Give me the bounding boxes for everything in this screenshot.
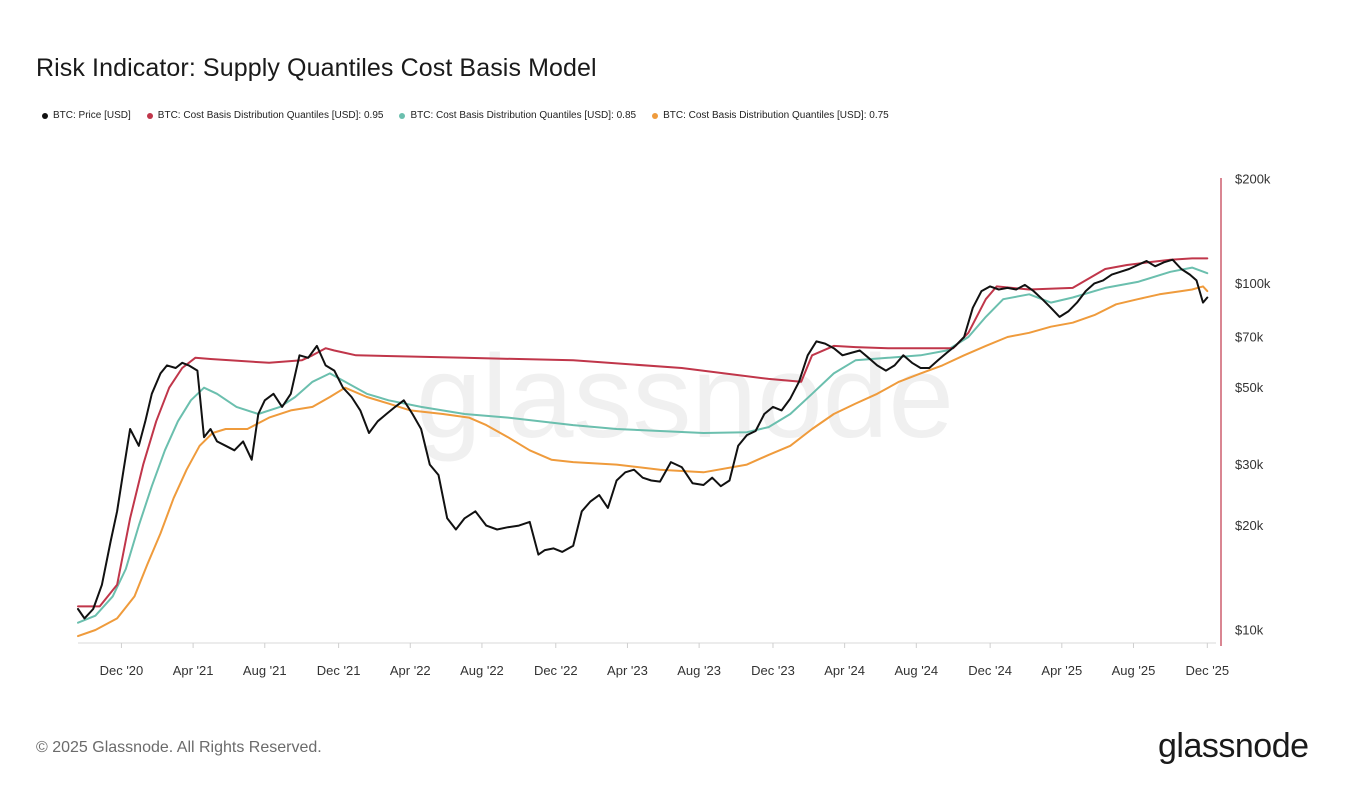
x-tick-label: Apr '23 xyxy=(607,663,648,678)
legend-item-price[interactable]: BTC: Price [USD] xyxy=(42,110,131,121)
series-line-price[interactable] xyxy=(77,258,1209,620)
glassnode-logo: glassnode xyxy=(1158,727,1309,765)
legend-item-q85[interactable]: BTC: Cost Basis Distribution Quantiles [… xyxy=(399,110,636,121)
legend-dot-q95 xyxy=(146,112,153,119)
x-tick-label: Aug '22 xyxy=(460,663,504,678)
legend-dot-price xyxy=(42,112,48,119)
series-line-q95[interactable] xyxy=(77,257,1209,608)
x-tick-label: Dec '20 xyxy=(100,663,144,678)
x-tick-label: Aug '23 xyxy=(677,663,721,678)
legend-label-q75: BTC: Cost Basis Distribution Quantiles [… xyxy=(663,110,889,121)
watermark: glassnode xyxy=(416,331,954,463)
y-tick-label: $30k xyxy=(1235,457,1264,472)
x-tick-label: Apr '22 xyxy=(390,663,431,678)
x-tick-label: Dec '23 xyxy=(751,663,795,678)
legend: BTC: Price [USD] BTC: Cost Basis Distrib… xyxy=(42,110,889,121)
x-tick-label: Apr '21 xyxy=(173,663,214,678)
x-tick-label: Dec '25 xyxy=(1185,663,1229,678)
y-tick-label: $200k xyxy=(1235,172,1271,187)
x-tick-label: Aug '25 xyxy=(1112,663,1156,678)
y-tick-label: $100k xyxy=(1235,276,1271,291)
series-lines xyxy=(77,257,1209,638)
x-tick-label: Dec '22 xyxy=(534,663,578,678)
chart-canvas[interactable]: glassnode Dec '20 Apr '21 Aug '21 Dec '21 Ap… xyxy=(0,0,1358,700)
legend-label-q95: BTC: Cost Basis Distribution Quantiles [… xyxy=(157,110,384,121)
legend-dot-q85 xyxy=(399,112,406,119)
x-tick-label: Apr '24 xyxy=(824,663,865,678)
legend-label-q85: BTC: Cost Basis Distribution Quantiles [… xyxy=(410,110,637,121)
series-line-q85[interactable] xyxy=(77,266,1209,624)
copyright: © 2025 Glassnode. All Rights Reserved. xyxy=(36,739,322,756)
x-axis: Dec '20 Apr '21 Aug '21 Dec '21 Apr '22 Aug '… xyxy=(78,642,1229,678)
legend-item-q95[interactable]: BTC: Cost Basis Distribution Quantiles [… xyxy=(146,110,384,121)
legend-label-price: BTC: Price [USD] xyxy=(53,110,131,121)
series-line-q75[interactable] xyxy=(77,285,1209,638)
y-tick-label: $70k xyxy=(1235,330,1264,345)
x-tick-label: Aug '24 xyxy=(894,663,938,678)
x-tick-label: Aug '21 xyxy=(243,663,287,678)
chart-title: Risk Indicator: Supply Quantiles Cost Ba… xyxy=(36,54,597,82)
legend-dot-q75 xyxy=(652,112,659,119)
x-tick-label: Dec '24 xyxy=(968,663,1012,678)
legend-item-q75[interactable]: BTC: Cost Basis Distribution Quantiles [… xyxy=(652,110,889,121)
x-tick-label: Apr '25 xyxy=(1041,663,1082,678)
y-tick-label: $10k xyxy=(1235,623,1264,638)
y-axis: $200k $100k $70k $50k $30k $20k $10k xyxy=(1220,172,1271,646)
y-tick-label: $50k xyxy=(1235,380,1264,395)
y-tick-label: $20k xyxy=(1235,518,1264,533)
x-tick-label: Dec '21 xyxy=(317,663,361,678)
